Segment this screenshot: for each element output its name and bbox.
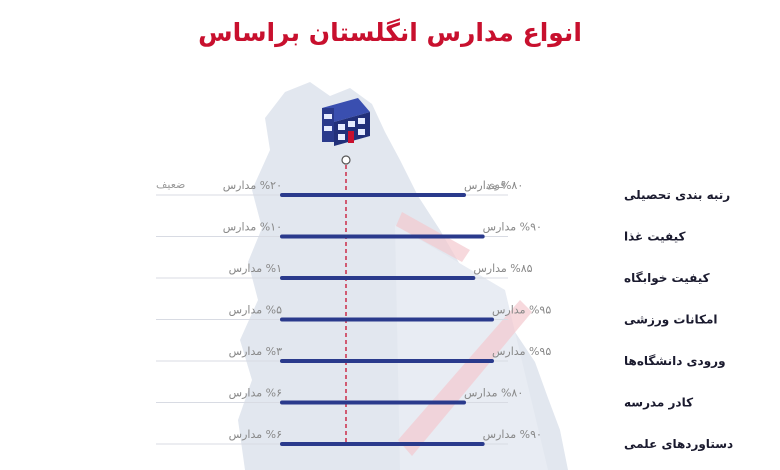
weak-value-label: %۳ مدارس (229, 345, 282, 358)
weak-value-label: %۶ مدارس (229, 387, 282, 400)
weak-value-label: %۱۰ مدارس (223, 221, 282, 234)
strong-value-label: %۸۰ مدارس (464, 179, 523, 192)
school-building-icon (322, 98, 370, 146)
strong-value-label: %۸۵ مدارس (473, 262, 532, 275)
category-label: کیفیت خوابگاه (624, 271, 710, 286)
strong-label: قوی (486, 178, 506, 191)
weak-value-label: %۵ مدارس (229, 304, 282, 317)
strong-value-label: %۹۵ مدارس (492, 304, 551, 317)
category-label: کادر مدرسه (624, 396, 693, 410)
weak-label: ضعیف (156, 178, 186, 191)
strong-value-label: %۸۰ مدارس (464, 387, 523, 400)
category-label: دستاوردهای علمی (624, 437, 733, 452)
category-label: امکانات ورزشی (624, 313, 718, 328)
strong-value-label: %۹۵ مدارس (492, 345, 551, 358)
strong-value-label: %۹۰ مدارس (483, 428, 542, 441)
category-label: کیفیت غذا (624, 230, 686, 244)
category-label: ورودی دانشگاه‌ها (624, 354, 726, 369)
page-title: انواع مدارس انگلستان براساس (198, 18, 582, 47)
marker-circle (341, 155, 351, 165)
weak-value-label: %۱ مدارس (229, 262, 282, 275)
category-label: رتبه بندی تحصیلی (624, 188, 730, 202)
strong-value-label: %۹۰ مدارس (483, 221, 542, 234)
weak-value-label: %۲۰ مدارس (223, 179, 282, 192)
weak-value-label: %۶ مدارس (229, 428, 282, 441)
